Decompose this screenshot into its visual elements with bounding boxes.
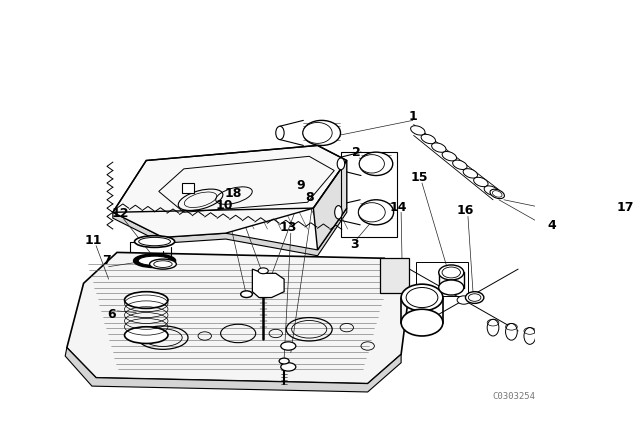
Ellipse shape [303, 121, 340, 146]
Ellipse shape [241, 291, 252, 297]
Ellipse shape [401, 309, 443, 336]
Ellipse shape [452, 160, 467, 169]
Ellipse shape [125, 292, 168, 308]
Ellipse shape [359, 155, 385, 173]
Ellipse shape [138, 256, 171, 265]
Ellipse shape [411, 126, 425, 135]
Text: 13: 13 [280, 221, 297, 234]
Ellipse shape [279, 358, 289, 364]
Ellipse shape [358, 202, 385, 222]
Ellipse shape [359, 152, 393, 176]
Text: 10: 10 [215, 199, 233, 212]
Ellipse shape [438, 265, 464, 280]
Polygon shape [252, 269, 284, 297]
Text: 14: 14 [390, 201, 407, 214]
Text: 1: 1 [408, 110, 417, 123]
Ellipse shape [492, 191, 502, 197]
Ellipse shape [281, 363, 296, 371]
Ellipse shape [281, 342, 296, 350]
Polygon shape [113, 146, 347, 237]
Ellipse shape [463, 169, 477, 178]
Ellipse shape [524, 327, 536, 345]
Ellipse shape [457, 296, 470, 304]
Text: C0303254: C0303254 [492, 392, 536, 401]
Ellipse shape [258, 268, 268, 274]
Text: 18: 18 [225, 187, 242, 200]
Text: 15: 15 [411, 171, 428, 184]
Ellipse shape [125, 327, 168, 344]
Ellipse shape [549, 267, 568, 278]
Polygon shape [314, 160, 347, 250]
Ellipse shape [134, 254, 175, 267]
Ellipse shape [401, 284, 443, 311]
Polygon shape [65, 348, 401, 392]
Text: 4: 4 [547, 219, 556, 232]
Ellipse shape [438, 280, 464, 295]
Ellipse shape [358, 200, 394, 225]
Text: 8: 8 [305, 191, 314, 204]
Ellipse shape [474, 177, 488, 187]
Ellipse shape [276, 126, 284, 140]
Text: 6: 6 [107, 308, 115, 321]
Ellipse shape [150, 259, 177, 269]
Text: 2: 2 [353, 146, 361, 159]
Bar [380, 258, 410, 293]
Ellipse shape [335, 206, 342, 219]
Ellipse shape [487, 319, 499, 336]
Ellipse shape [490, 189, 504, 198]
Bar [182, 183, 194, 193]
Ellipse shape [465, 292, 484, 303]
Polygon shape [113, 208, 347, 256]
Ellipse shape [506, 323, 517, 340]
Ellipse shape [431, 143, 446, 152]
Polygon shape [67, 252, 410, 383]
Text: 12: 12 [111, 207, 129, 220]
Text: 3: 3 [350, 237, 358, 250]
Ellipse shape [337, 158, 345, 170]
Text: 7: 7 [102, 254, 111, 267]
Text: 9: 9 [296, 179, 305, 192]
Ellipse shape [303, 122, 332, 143]
Ellipse shape [134, 236, 175, 247]
Ellipse shape [442, 151, 456, 161]
Text: 16: 16 [457, 204, 474, 217]
Text: 17: 17 [616, 201, 634, 214]
Text: 11: 11 [85, 234, 102, 247]
Ellipse shape [421, 134, 436, 144]
Ellipse shape [484, 186, 499, 195]
